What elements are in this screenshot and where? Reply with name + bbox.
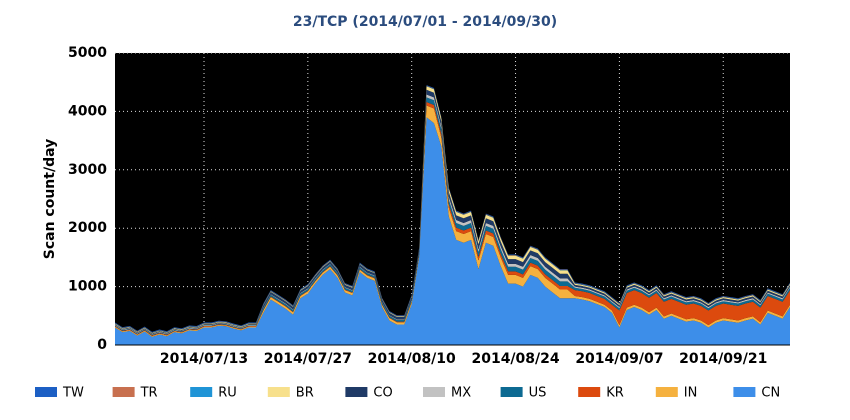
legend-label: CN xyxy=(761,386,780,401)
legend-swatch xyxy=(500,387,523,397)
x-tick-label: 2014/09/07 xyxy=(575,351,663,367)
legend-swatch xyxy=(578,387,601,397)
area xyxy=(115,102,790,336)
legend-label: KR xyxy=(606,386,624,401)
legend-swatch xyxy=(112,387,135,397)
y-tick-label: 4000 xyxy=(68,103,107,119)
y-tick-label: 0 xyxy=(97,337,107,353)
y-tick-label: 5000 xyxy=(68,45,107,61)
x-tick-label: 2014/08/10 xyxy=(368,351,456,367)
x-tick-label: 2014/08/24 xyxy=(471,351,559,367)
x-tick-label: 2014/09/21 xyxy=(679,351,767,367)
x-tick-label: 2014/07/13 xyxy=(160,351,248,367)
legend-label: BR xyxy=(296,386,314,401)
legend-swatch xyxy=(423,387,445,397)
y-tick-label: 3000 xyxy=(68,162,107,178)
legend-swatch xyxy=(345,387,368,397)
legend-swatch xyxy=(190,387,213,397)
chart-title: 23/TCP (2014/07/01 - 2014/09/30) xyxy=(293,14,557,30)
legend-swatch xyxy=(733,387,756,397)
area xyxy=(115,117,790,346)
legend-label: IN xyxy=(684,386,698,401)
x-tick-label: 2014/07/27 xyxy=(264,351,352,367)
legend-swatch xyxy=(35,387,57,397)
legend-label: US xyxy=(529,386,547,401)
legend-label: MX xyxy=(451,386,471,401)
legend-label: TR xyxy=(140,386,158,401)
legend-label: TW xyxy=(62,386,84,401)
legend-swatch xyxy=(267,387,290,397)
y-tick-label: 1000 xyxy=(68,279,107,295)
y-tick-label: 2000 xyxy=(68,220,107,236)
area xyxy=(115,105,790,337)
legend-label: RU xyxy=(218,386,237,401)
legend-label: CO xyxy=(373,386,392,401)
legend-swatch xyxy=(655,387,678,397)
y-axis-label: Scan count/day xyxy=(42,139,58,260)
